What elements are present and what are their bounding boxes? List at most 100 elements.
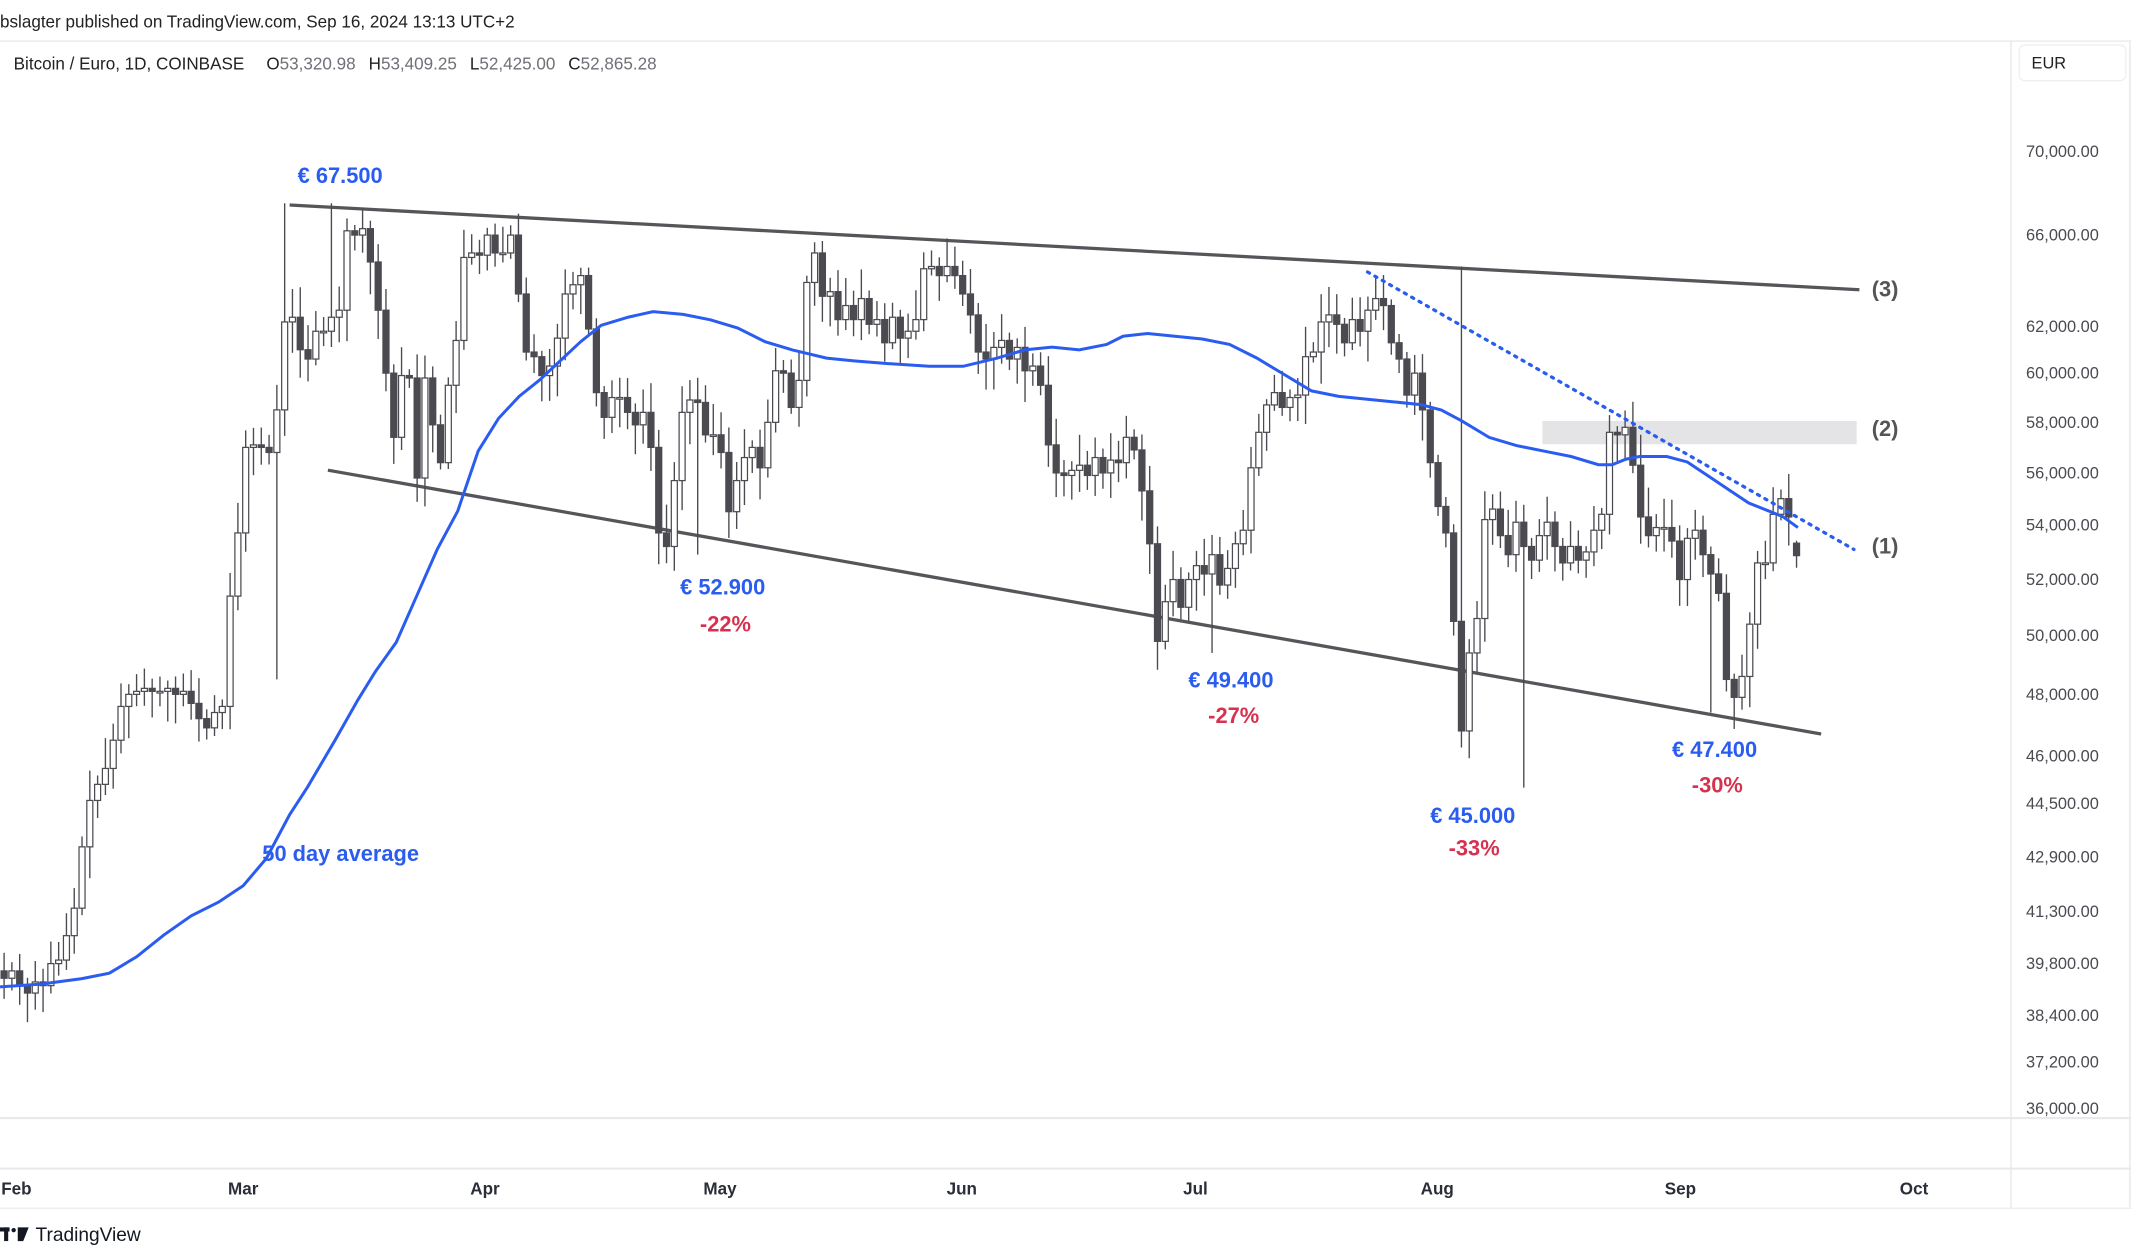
time-tick-label: Mar — [228, 1180, 259, 1199]
candle — [1177, 567, 1185, 620]
price-tick-label: 42,900.00 — [2026, 848, 2099, 866]
candle — [405, 369, 413, 388]
candle — [701, 385, 710, 443]
candle — [982, 323, 990, 390]
candle — [390, 364, 398, 464]
legend-high-label: H — [369, 55, 381, 74]
candle — [1029, 353, 1037, 386]
time-axis[interactable]: Feb Mar Apr May Jun Jul Aug Sep Oct — [1, 1180, 1928, 1199]
candle — [530, 334, 538, 374]
time-tick-label: Jul — [1183, 1180, 1208, 1199]
candle — [1208, 534, 1216, 653]
candle — [210, 695, 219, 736]
price-tick-label: 37,200.00 — [2026, 1053, 2099, 1071]
currency-button[interactable]: EUR — [2018, 44, 2127, 82]
candle — [1792, 540, 1801, 568]
price-tick-label: 38,400.00 — [2026, 1007, 2099, 1025]
candle — [491, 223, 499, 267]
candle — [577, 267, 585, 315]
time-tick-label: Sep — [1665, 1180, 1696, 1199]
legend-close-label: C — [568, 55, 580, 74]
price-tick-label: 58,000.00 — [2026, 414, 2099, 432]
candle — [1559, 538, 1567, 581]
candle — [187, 670, 195, 720]
candle — [1450, 524, 1458, 636]
candle — [709, 404, 717, 456]
candle — [475, 239, 484, 275]
candle — [1660, 498, 1668, 552]
candle — [553, 323, 562, 397]
candle — [1520, 504, 1528, 788]
price-tick-label: 36,000.00 — [2026, 1100, 2099, 1118]
candle — [1286, 389, 1294, 422]
candle — [429, 366, 437, 453]
candle — [452, 321, 460, 414]
candle — [779, 360, 788, 393]
legend-symbol[interactable]: Bitcoin / Euro, 1D, COINBASE — [14, 55, 245, 74]
time-tick-label: Jun — [947, 1180, 977, 1199]
candle — [1372, 277, 1380, 320]
candle — [1582, 546, 1590, 578]
candle — [203, 709, 211, 740]
candle — [1317, 294, 1325, 384]
candle — [561, 269, 569, 361]
candle — [748, 440, 756, 473]
candle — [366, 220, 375, 295]
candle — [132, 674, 141, 707]
candle — [1574, 530, 1582, 574]
candle — [1130, 429, 1138, 460]
tradingview-logo[interactable]: TradingView — [0, 1225, 141, 1246]
candle — [787, 359, 795, 414]
candle — [857, 269, 865, 341]
candle — [1044, 356, 1053, 467]
candle — [468, 234, 476, 265]
candle — [694, 377, 702, 555]
candle — [1403, 351, 1411, 408]
candle — [1005, 332, 1014, 371]
candle — [78, 836, 86, 916]
candle — [725, 427, 733, 538]
candle — [249, 427, 258, 476]
candle — [1185, 572, 1193, 623]
upper-channel-line — [289, 203, 1860, 292]
price-tick-label: 52,000.00 — [2026, 571, 2099, 589]
candle — [312, 311, 320, 366]
candle — [1566, 521, 1575, 571]
candle — [273, 384, 281, 680]
candle — [1707, 546, 1715, 713]
candle — [1652, 514, 1660, 552]
candle — [1426, 401, 1434, 478]
candle — [803, 275, 811, 397]
candle — [959, 260, 967, 306]
candle — [1146, 465, 1154, 574]
candle — [1153, 526, 1162, 670]
candle — [296, 287, 304, 378]
candle — [740, 429, 749, 506]
candle — [382, 289, 390, 392]
candle — [1691, 509, 1699, 560]
candle — [1216, 536, 1224, 595]
candle — [1481, 491, 1489, 642]
price-tick-label: 41,300.00 — [2026, 903, 2099, 921]
candle — [1262, 399, 1271, 451]
level-1-label: (1) — [1872, 534, 1899, 559]
price-tick-label: 66,000.00 — [2026, 227, 2099, 245]
candle — [1730, 673, 1738, 729]
candle — [1356, 297, 1364, 347]
candle — [1270, 374, 1279, 411]
candle — [47, 941, 55, 994]
candle — [436, 414, 445, 470]
candle — [912, 290, 920, 340]
time-tick-label: Apr — [470, 1180, 500, 1199]
candle — [1598, 507, 1606, 550]
candle — [670, 462, 678, 571]
price-axis[interactable]: 70,000.00 66,000.00 62,000.00 60,000.00 58,0… — [2026, 143, 2099, 1118]
candle — [156, 676, 164, 707]
peak-price-label: € 67.500 — [298, 163, 383, 188]
candle — [397, 347, 406, 451]
candle — [1613, 426, 1621, 462]
candle — [881, 303, 889, 362]
candle — [242, 430, 250, 552]
low2-pct-label: -27% — [1208, 703, 1259, 728]
